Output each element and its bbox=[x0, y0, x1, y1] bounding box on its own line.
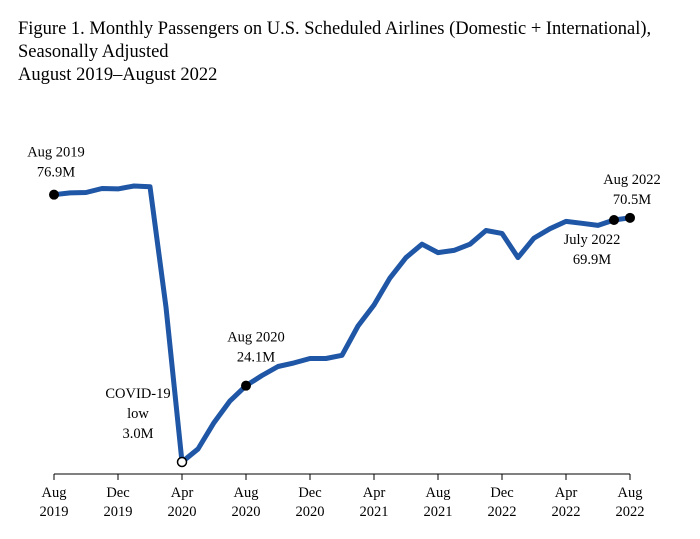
annotation-label: 3.0M bbox=[122, 426, 153, 442]
x-tick-label-year: 2021 bbox=[424, 504, 453, 520]
x-tick-label-year: 2021 bbox=[360, 504, 389, 520]
x-tick-label-year: 2022 bbox=[552, 504, 581, 520]
x-tick-label-year: 2020 bbox=[296, 504, 325, 520]
annotation-group: Aug 2019 76.9M COVID-19 low 3.0M Aug 2020 24.1… bbox=[27, 145, 661, 442]
annotation-label: 24.1M bbox=[237, 350, 275, 366]
x-tick-label-month: Apr bbox=[363, 485, 386, 501]
series-line-group bbox=[51, 183, 633, 465]
x-tick-label-year: 2019 bbox=[104, 504, 133, 520]
x-tick-label-year: 2020 bbox=[232, 504, 261, 520]
x-tick-label-month: Dec bbox=[490, 485, 513, 501]
marker-group bbox=[49, 189, 635, 468]
annotation-label: July 2022 bbox=[564, 232, 621, 248]
x-tick-label-month: Apr bbox=[171, 485, 194, 501]
data-point-marker bbox=[625, 212, 635, 223]
data-point-marker bbox=[49, 189, 59, 200]
series-line bbox=[51, 183, 633, 465]
chart-title-line-2: Seasonally Adjusted bbox=[18, 42, 169, 62]
annotation-label: 76.9M bbox=[37, 165, 75, 181]
x-tick-label-month: Aug bbox=[618, 485, 643, 501]
chart-title-block: Figure 1. Monthly Passengers on U.S. Sch… bbox=[18, 18, 651, 87]
annotation-label: Aug 2020 bbox=[227, 330, 285, 346]
covid-low-marker bbox=[176, 456, 188, 468]
x-tick-label-year: 2019 bbox=[40, 504, 69, 520]
x-tick-label-month: Apr bbox=[555, 485, 578, 501]
annotation-label: COVID-19 bbox=[105, 386, 170, 402]
annotation-label: Aug 2022 bbox=[603, 172, 661, 188]
annotation-label: Aug 2019 bbox=[27, 145, 85, 161]
chart-title-line-1: Figure 1. Monthly Passengers on U.S. Sch… bbox=[18, 19, 652, 39]
x-tick-label-year: 2022 bbox=[616, 504, 645, 520]
x-tick-label-month: Aug bbox=[426, 485, 451, 501]
data-point-marker bbox=[609, 215, 619, 226]
annotation-label: low bbox=[127, 406, 149, 422]
x-axis: Aug 2019 Dec 2019 Apr 2020 Aug 2020 Dec 2020 Apr 20… bbox=[40, 473, 645, 520]
x-tick-label-year: 2020 bbox=[168, 504, 197, 520]
x-tick-label-month: Aug bbox=[42, 485, 67, 501]
annotation-label: 70.5M bbox=[613, 192, 651, 208]
x-tick-label-month: Dec bbox=[106, 485, 129, 501]
x-tick-label-month: Aug bbox=[234, 485, 259, 501]
data-point-marker bbox=[241, 380, 251, 391]
x-tick-label-year: 2022 bbox=[488, 504, 517, 520]
chart-subtitle: August 2019–August 2022 bbox=[18, 65, 218, 85]
annotation-label: 69.9M bbox=[573, 252, 611, 268]
x-tick-label-month: Dec bbox=[298, 485, 321, 501]
